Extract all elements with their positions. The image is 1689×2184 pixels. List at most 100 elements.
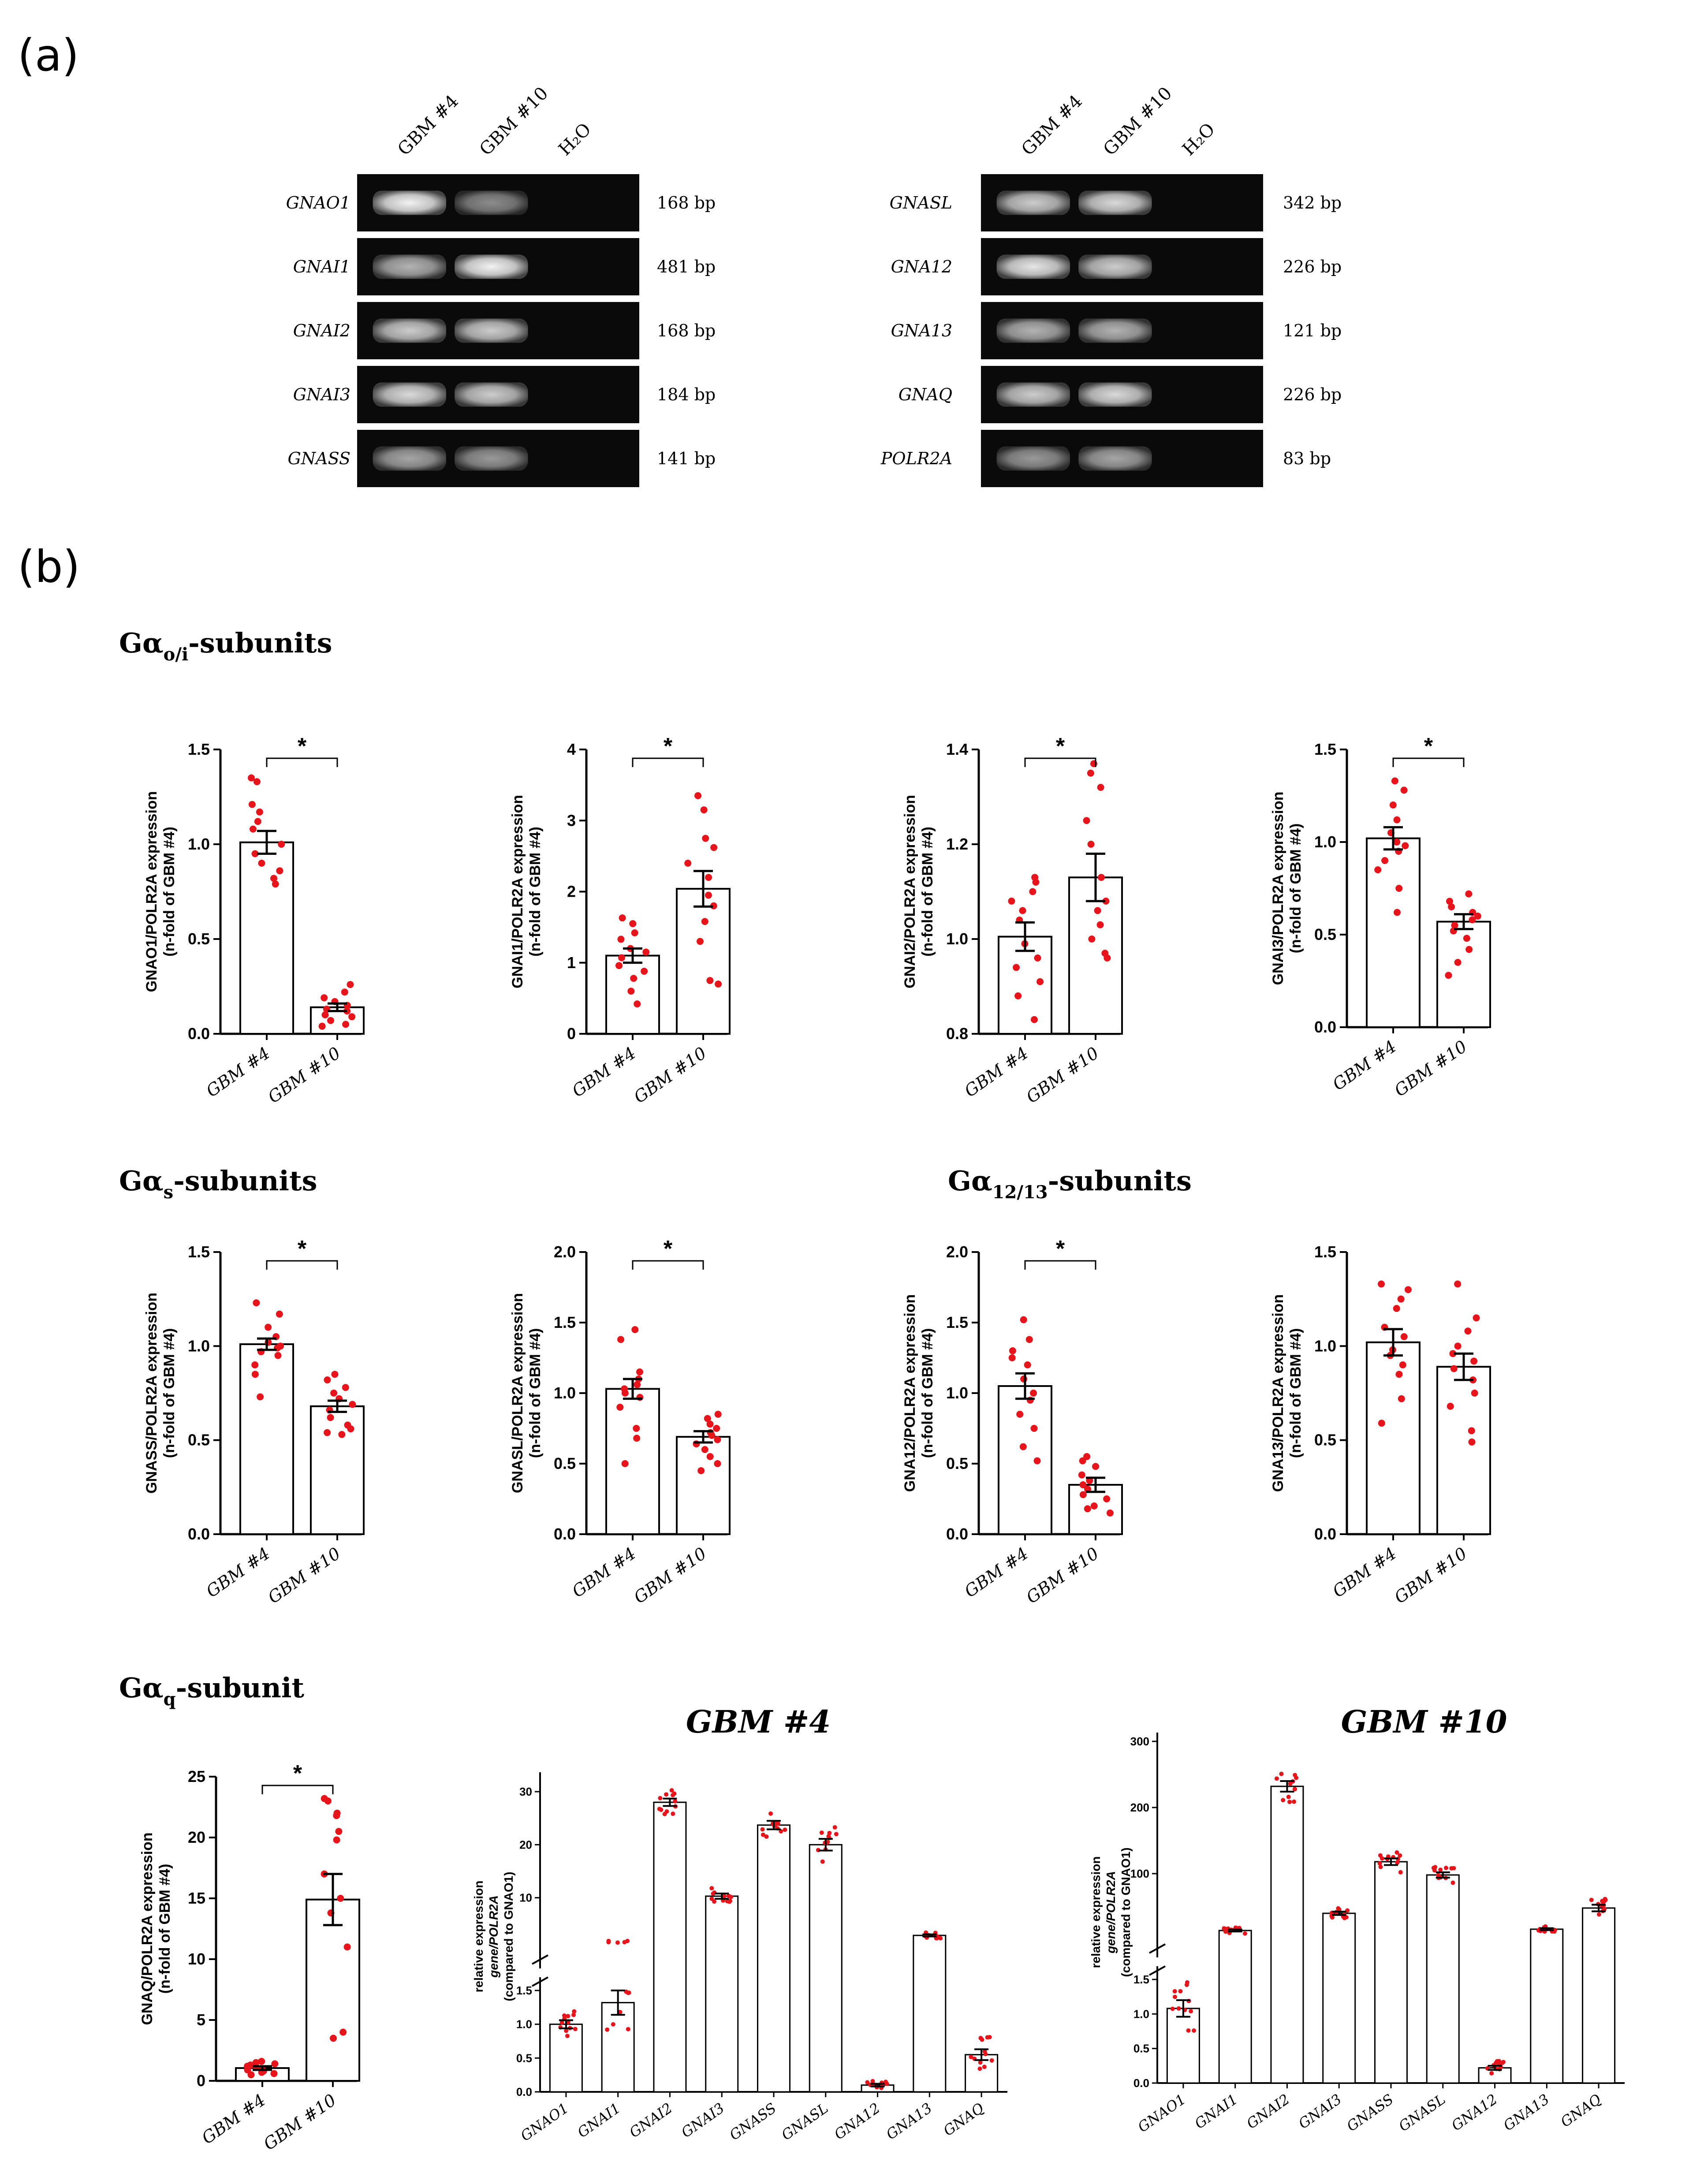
data-point — [696, 938, 704, 945]
significance-star: * — [293, 1761, 302, 1786]
y-tick-label: 1.0 — [188, 1337, 210, 1355]
data-point — [1009, 1347, 1016, 1354]
data-point — [1398, 1395, 1405, 1402]
data-point — [705, 891, 712, 899]
data-point — [684, 860, 692, 867]
gel-bp-label: 226 bp — [1283, 257, 1342, 276]
gel-band — [1078, 254, 1152, 279]
significance-star: * — [1424, 734, 1433, 759]
significance-bracket — [1024, 757, 1096, 767]
data-point — [254, 818, 261, 825]
x-category-label: GNAI3 — [678, 2099, 727, 2141]
data-point — [768, 1811, 773, 1816]
gel-gene-label: POLR2A — [880, 449, 952, 468]
data-point — [694, 792, 702, 799]
data-point — [1395, 1860, 1400, 1865]
y-tick-label: 100 — [1130, 1867, 1149, 1880]
data-point — [248, 774, 255, 782]
gel-gene-label: GNA12 — [891, 257, 952, 276]
y-axis-label: GNASL/POLR2A expression — [509, 1293, 526, 1493]
data-point — [1242, 1931, 1247, 1936]
data-point — [884, 2081, 889, 2086]
data-point — [834, 1832, 839, 1837]
data-point — [985, 2035, 990, 2040]
data-point — [333, 1836, 340, 1844]
y-axis-label-2: (n-fold of GBM #4) — [919, 1328, 936, 1458]
data-point — [1079, 1457, 1086, 1465]
data-point — [669, 1788, 674, 1793]
significance-bracket — [632, 1260, 704, 1270]
data-point — [1450, 1365, 1458, 1372]
gel-bp-label: 342 bp — [1283, 193, 1342, 212]
y-axis-label-2: (n-fold of GBM #4) — [527, 827, 544, 957]
chart-title: GBM #4 — [686, 1703, 831, 1740]
data-point — [783, 1827, 787, 1832]
bar — [310, 1405, 365, 1536]
data-point — [1223, 1929, 1228, 1934]
gel-gene-label: GNAQ — [899, 385, 952, 404]
bar — [1582, 1907, 1616, 2084]
y-tick-label: 0.5 — [554, 1454, 576, 1472]
svg-text:Gα12/13-subunits: Gα12/13-subunits — [948, 1165, 1192, 1203]
data-point — [1019, 907, 1026, 914]
section-q-tail: -subunit — [176, 1672, 305, 1704]
x-category-label: GNAI2 — [626, 2099, 675, 2141]
data-point — [1084, 1505, 1091, 1513]
x-category-label: GNAQ — [940, 2099, 987, 2139]
data-point — [1293, 1773, 1298, 1778]
data-point — [715, 980, 722, 988]
data-point — [617, 935, 625, 943]
data-point — [1286, 1794, 1291, 1799]
data-point — [1468, 1438, 1476, 1446]
bar — [653, 1801, 687, 2093]
y-axis-label: GNAQ/POLR2A expression — [139, 1832, 156, 2025]
data-point — [1184, 1983, 1189, 1987]
x-category-label: GBM #10 — [265, 1043, 344, 1107]
data-point — [337, 1895, 344, 1902]
y-tick-label: 1.0 — [946, 930, 968, 948]
bar — [913, 1934, 947, 2093]
data-point — [1404, 1286, 1412, 1293]
gel-band — [996, 318, 1070, 343]
gel-lane-label: H₂O — [555, 119, 595, 160]
gel-gene-label: GNASS — [288, 449, 350, 468]
y-tick-label: 1.0 — [1133, 2007, 1149, 2020]
data-point — [1279, 1771, 1284, 1776]
data-point — [1176, 2006, 1181, 2011]
y-axis-label-2: (n-fold of GBM #4) — [161, 827, 178, 957]
data-point — [318, 1022, 326, 1030]
y-tick-label: 1 — [567, 954, 576, 972]
data-point — [1470, 1357, 1478, 1365]
data-point — [713, 1425, 720, 1432]
y-tick-label: 0.8 — [946, 1025, 968, 1043]
data-point — [820, 1859, 825, 1864]
data-point — [247, 2071, 255, 2079]
y-axis-label: GNAI1/POLR2A expression — [509, 795, 526, 988]
gel-gene-label: GNAI3 — [293, 385, 350, 404]
section-s-main: Gα — [119, 1165, 164, 1197]
y-tick-label: 0.5 — [1314, 1431, 1336, 1449]
significance-bracket — [261, 1785, 334, 1794]
y-axis-label: GNA13/POLR2A expression — [1270, 1294, 1286, 1492]
x-category-label: GBM #4 — [203, 1043, 274, 1101]
x-category-label: GNA12 — [831, 2099, 883, 2143]
gel-band — [996, 446, 1070, 471]
data-point — [1020, 1375, 1028, 1383]
data-point — [980, 2037, 984, 2042]
data-point — [321, 994, 328, 1002]
data-point — [1473, 1314, 1480, 1322]
data-point — [1087, 769, 1094, 777]
y-tick-label: 0.0 — [1314, 1525, 1336, 1543]
data-point — [1389, 801, 1397, 809]
data-point — [870, 2079, 875, 2083]
data-point — [708, 1432, 716, 1439]
x-category-label: GNA13 — [883, 2099, 935, 2143]
data-point — [1464, 1327, 1472, 1335]
y-tick-label: 30 — [519, 1785, 532, 1798]
y-axis-label: relative expression — [1089, 1856, 1103, 1968]
data-point — [1013, 964, 1020, 971]
data-point — [636, 1368, 643, 1375]
data-point — [605, 2027, 610, 2032]
data-point — [659, 1808, 664, 1812]
